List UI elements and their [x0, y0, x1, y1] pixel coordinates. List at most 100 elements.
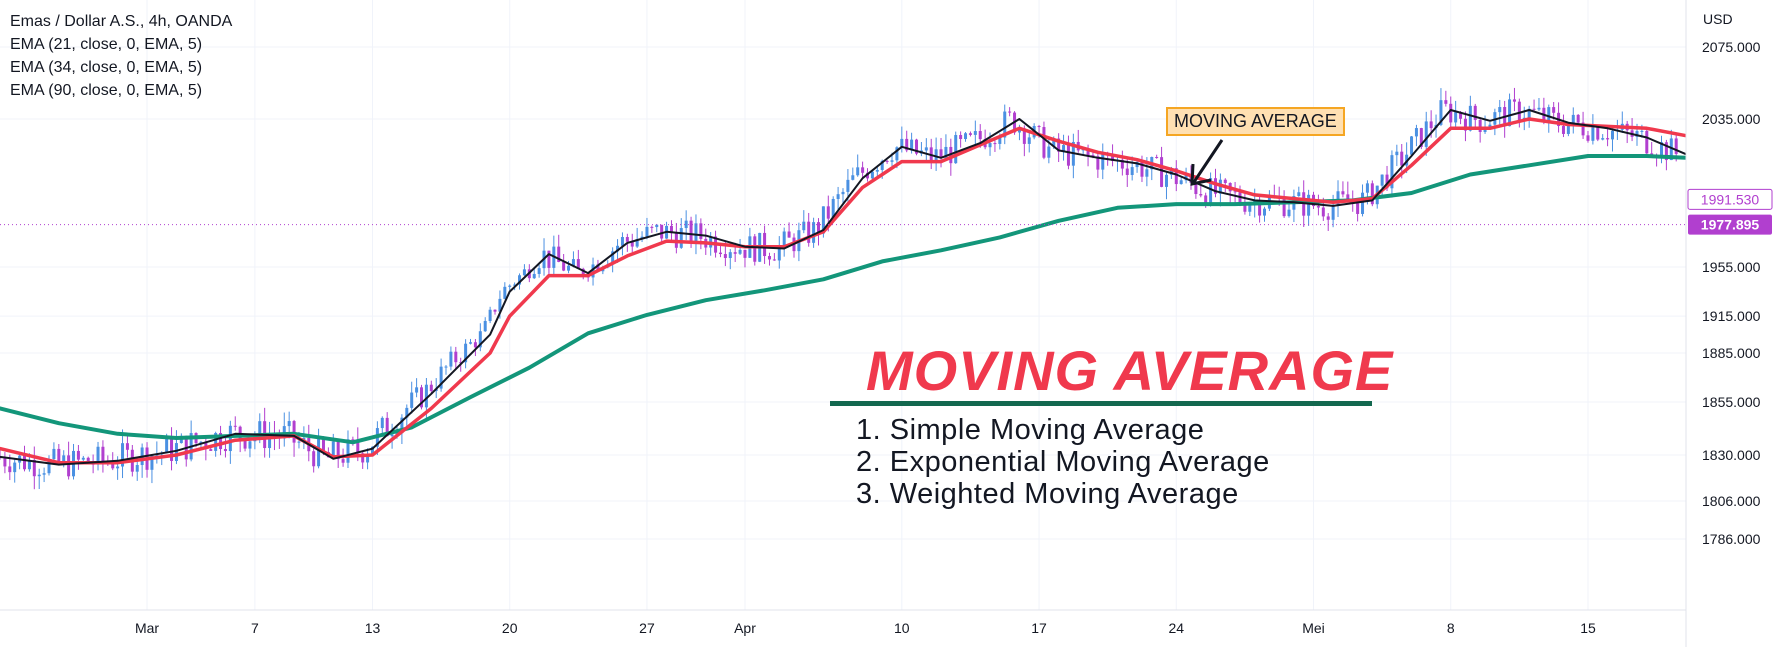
candle-body [214, 432, 218, 451]
candle-body [47, 459, 51, 474]
candle-body [449, 351, 453, 367]
candle-body [699, 223, 703, 239]
ema-lines [0, 109, 1688, 466]
candle-body [1429, 121, 1433, 129]
overlay-list-item: 1. Simple Moving Average [856, 414, 1205, 446]
candle-body [1537, 107, 1541, 110]
candle-body [581, 268, 585, 277]
candle-body [1370, 183, 1374, 205]
x-tick-label: 7 [251, 620, 259, 636]
candle-body [821, 206, 825, 234]
candle-body [1346, 194, 1350, 203]
candle-body [1316, 206, 1320, 208]
callout-arrow-head [1190, 163, 1212, 186]
overlay-title: MOVING AVERAGE [866, 339, 1394, 402]
x-tick-label: Mei [1302, 620, 1325, 636]
legend-ema-34[interactable]: EMA (34, close, 0, EMA, 5) [10, 59, 203, 76]
candle-body [62, 455, 66, 463]
candle-body [1547, 107, 1551, 121]
candle-body [361, 453, 365, 463]
candle-body [1459, 112, 1463, 119]
candle-body [1395, 151, 1399, 156]
y-tick-label: 1955.000 [1702, 259, 1761, 275]
vertical-gridlines [146, 0, 1589, 610]
x-tick-label: 24 [1168, 620, 1184, 636]
candle-body [1596, 126, 1600, 140]
time-axis[interactable]: Mar 7 13 20 27 Apr 10 17 24 Mei 8 15 [0, 609, 1686, 636]
candle-body [331, 441, 335, 458]
candle-body [1669, 138, 1673, 161]
candle-body [591, 264, 595, 278]
candle-body [1297, 192, 1301, 196]
candle-body [728, 252, 732, 259]
candle-body [238, 426, 242, 440]
candle-body [777, 245, 781, 261]
candle-body [209, 449, 213, 451]
candle-body [1052, 138, 1056, 147]
legend-ema-21[interactable]: EMA (21, close, 0, EMA, 5) [10, 36, 203, 53]
candle-body [1282, 198, 1286, 217]
price-axis[interactable]: USD 2075.000 2035.000 1955.000 1915.000 1885.… [1685, 0, 1776, 647]
candle-body [1664, 142, 1668, 161]
candle-body [1022, 128, 1026, 144]
candle-body [782, 231, 786, 246]
candle-body [1145, 169, 1149, 177]
x-tick-label: 13 [365, 620, 381, 636]
candle-body [1498, 107, 1502, 113]
legend-symbol[interactable]: Emas / Dollar A.S., 4h, OANDA [10, 13, 233, 30]
candle-body [679, 228, 683, 248]
candle-body [1164, 174, 1168, 187]
candle-body [170, 437, 174, 461]
candle-body [297, 441, 301, 443]
candle-body [1057, 138, 1061, 152]
candle-body [13, 462, 17, 473]
candle-body [743, 249, 747, 258]
candle-body [420, 387, 423, 408]
candle-body [1017, 128, 1021, 133]
y-tick-label: 2035.000 [1702, 111, 1761, 127]
currency-label: USD [1703, 11, 1733, 27]
y-tick-label: 1885.000 [1702, 345, 1761, 361]
candle-body [424, 384, 428, 408]
y-tick-label: 1786.000 [1702, 531, 1761, 547]
candle-body [836, 194, 840, 199]
candle-body [611, 251, 615, 265]
candle-body [846, 179, 850, 192]
candle-body [1385, 174, 1389, 189]
candle-body [1586, 135, 1590, 141]
price-labels: 1991.530 1977.895 [1687, 188, 1773, 235]
candle-body [228, 425, 232, 452]
candle-body [1571, 114, 1575, 125]
candle-body [464, 343, 468, 363]
candle-body [150, 455, 154, 470]
candle-body [973, 131, 977, 135]
candle-body [415, 387, 419, 393]
candle-body [1635, 131, 1639, 137]
candle-body [625, 237, 629, 242]
candle-body [1213, 178, 1217, 194]
ema-34-line [0, 117, 1688, 465]
ema-21-line [0, 109, 1687, 466]
candle-body [1601, 138, 1605, 140]
candle-body [473, 342, 477, 348]
candle-body [478, 331, 482, 348]
candle-body [772, 259, 776, 261]
candle-body [459, 362, 463, 364]
candle-body [1096, 156, 1100, 170]
candle-body [851, 175, 855, 180]
candle-body [1591, 126, 1595, 141]
candlesticks [0, 87, 1678, 490]
candle-body [243, 439, 247, 449]
candle-body [1248, 204, 1252, 212]
candle-body [1179, 180, 1183, 185]
candle-body [1380, 174, 1384, 186]
candle-body [1508, 99, 1512, 127]
candle-body [988, 143, 992, 148]
legend-ema-90[interactable]: EMA (90, close, 0, EMA, 5) [10, 82, 203, 99]
candle-body [116, 466, 120, 469]
candle-body [223, 449, 227, 452]
candle-body [557, 246, 561, 262]
candle-body [1326, 216, 1330, 220]
